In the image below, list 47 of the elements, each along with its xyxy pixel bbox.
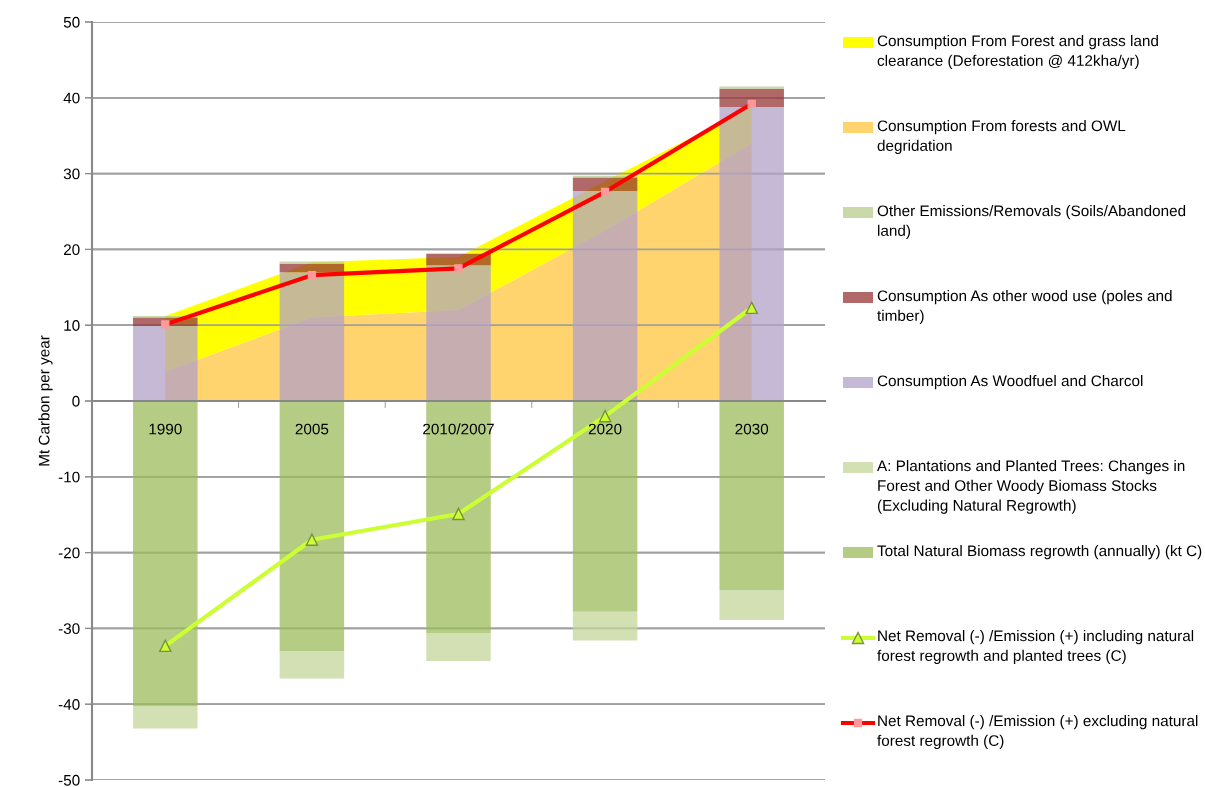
x-tick-label: 2030: [735, 423, 769, 435]
bar: [426, 632, 491, 661]
bar: [719, 88, 784, 107]
point: [159, 639, 172, 653]
legend-label: Net Removal (-) /Emission (+) excluding natural forest regrowth (C): [877, 715, 1198, 750]
legend-label: Consumption As other wood use (poles and timber): [877, 290, 1172, 325]
bar: [719, 106, 784, 401]
bar: [279, 272, 345, 401]
bar: [719, 401, 784, 591]
bar: [279, 651, 345, 679]
legend-label: Consumption From Forest and grass land clearance (Deforestation @ 412kha/yr): [877, 35, 1158, 70]
bar: [279, 263, 345, 273]
point: [452, 507, 465, 521]
bar: [572, 401, 638, 612]
y-tick-label: -20: [58, 547, 80, 559]
x-tick-label: 2020: [588, 423, 622, 435]
y-axis-title: Mt Carbon per year: [38, 335, 53, 466]
y-tick-label: -50: [58, 774, 80, 786]
bar: [133, 706, 198, 729]
y-tick-label: 0: [72, 395, 80, 407]
x-tick-label: 1990: [149, 423, 182, 435]
bar: [719, 86, 784, 89]
legend-label: Consumption As Woodfuel and Charcol: [877, 375, 1143, 390]
y-tick-label: 20: [63, 244, 80, 256]
y-tick-label: 30: [63, 168, 80, 180]
y-tick-label: 10: [64, 320, 80, 331]
point: [745, 301, 758, 315]
y-tick-label: -40: [58, 699, 80, 710]
legend-label: Consumption From forests and OWL degridation: [877, 120, 1126, 155]
point: [305, 533, 319, 546]
y-tick-label: 50: [63, 16, 80, 28]
legend-label: Total Natural Biomass regrowth (annually) (kt C): [877, 545, 1202, 560]
bar: [572, 611, 638, 641]
bar: [719, 590, 784, 621]
y-tick-label: -30: [58, 623, 80, 635]
point: [598, 409, 612, 423]
bar: [133, 401, 198, 707]
y-tick-label: 40: [63, 92, 80, 104]
legend-label: Other Emissions/Removals (Soils/Abandoned land): [877, 205, 1186, 240]
x-tick-label: 2005: [295, 423, 329, 435]
bar: [426, 265, 491, 401]
bar: [133, 325, 198, 401]
bar: [572, 191, 638, 401]
legend-label: A: Plantations and Planted Trees: Changes in Forest and Other Woody Biomass Stocks (Excluding Natural Regrowth): [877, 460, 1185, 514]
bar: [279, 401, 345, 652]
y-tick-label: -10: [58, 471, 80, 483]
legend-label: Net Removal (-) /Emission (+) including natural forest regrowth and planted trees (C): [877, 630, 1194, 665]
